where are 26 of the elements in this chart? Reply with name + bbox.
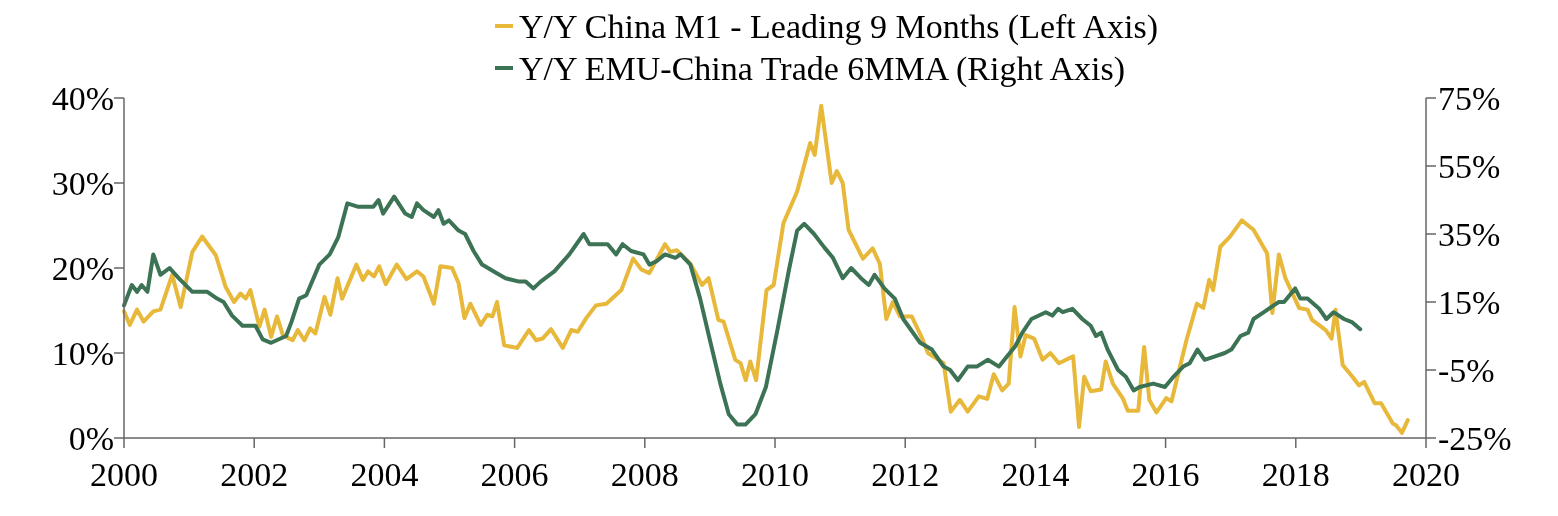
x-tick-label: 2008 [610, 456, 679, 493]
y2-tick-label: 15% [1438, 283, 1501, 321]
y-tick-label: 30% [51, 164, 114, 202]
x-tick-label: 2014 [1001, 456, 1070, 493]
x-tick-label: 2016 [1131, 456, 1200, 493]
y2-tick-label: 75% [1438, 79, 1501, 117]
legend-label: Y/Y EMU-China Trade 6MMA (Right Axis) [519, 49, 1126, 88]
x-tick-label: 2020 [1392, 456, 1460, 493]
x-tick-label: 2010 [741, 456, 809, 493]
y2-tick-label: 35% [1438, 215, 1501, 253]
x-tick-label: 2012 [871, 456, 940, 493]
legend-label: Y/Y China M1 - Leading 9 Months (Left Axis) [519, 7, 1158, 46]
x-tick-label: 2018 [1261, 456, 1330, 493]
x-tick-label: 2000 [90, 456, 158, 493]
y-tick-label: 0% [68, 419, 114, 457]
x-tick-label: 2004 [350, 456, 419, 493]
y-tick-label: 20% [51, 249, 114, 287]
y2-tick-label: -5% [1438, 351, 1495, 389]
y2-tick-label: -25% [1438, 419, 1512, 457]
y-tick-label: 40% [51, 79, 114, 117]
x-tick-label: 2006 [480, 456, 549, 493]
y-tick-label: 10% [51, 334, 114, 372]
y2-tick-label: 55% [1438, 147, 1501, 185]
line-series [122, 103, 1410, 435]
line-series [122, 194, 1363, 427]
x-tick-label: 2002 [220, 456, 289, 493]
